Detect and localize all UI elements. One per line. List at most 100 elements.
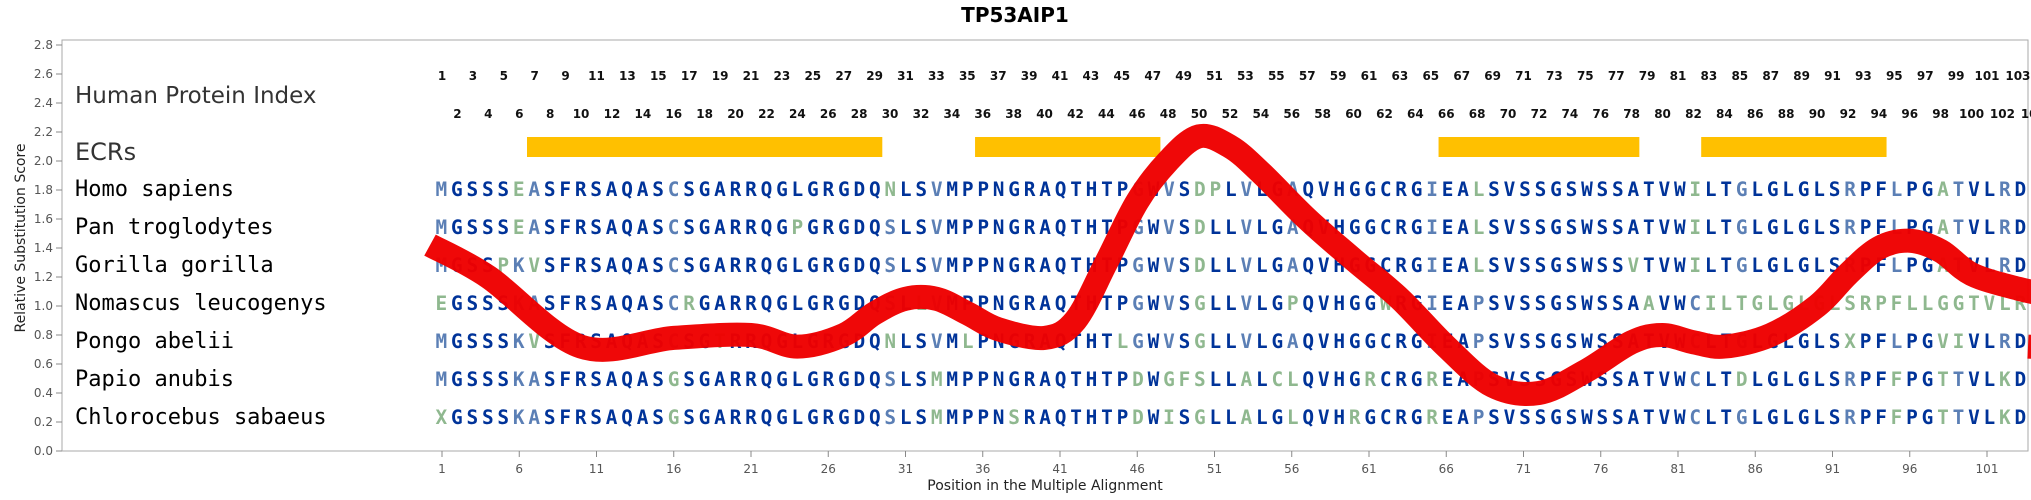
residue: S xyxy=(482,292,494,315)
residue: G xyxy=(1132,292,1144,315)
x-tick-label: 101 xyxy=(1976,462,1999,476)
human-index-label: 90 xyxy=(1809,107,1826,121)
residue: P xyxy=(1473,330,1485,353)
residue: P xyxy=(1906,368,1918,391)
human-index-label: 68 xyxy=(1469,107,1486,121)
residue: A xyxy=(1287,330,1299,353)
residue: A xyxy=(1457,216,1469,239)
residue: R xyxy=(575,216,587,239)
residue: F xyxy=(1875,330,1887,353)
residue: P xyxy=(1117,292,1129,315)
residue: A xyxy=(637,178,649,201)
human-index-label: 20 xyxy=(727,107,744,121)
human-index-label: 80 xyxy=(1654,107,1671,121)
residue: S xyxy=(683,254,695,277)
residue: G xyxy=(1798,178,1810,201)
residue: G xyxy=(1271,216,1283,239)
residue: V xyxy=(1318,178,1330,201)
residue: S xyxy=(590,406,602,429)
human-index-label: 67 xyxy=(1453,69,1470,83)
residue: Q xyxy=(761,216,773,239)
residue: G xyxy=(1798,330,1810,353)
residue: W xyxy=(1674,216,1686,239)
residue: M xyxy=(946,216,958,239)
residue: S xyxy=(652,292,664,315)
x-tick-label: 46 xyxy=(1130,462,1145,476)
residue: Q xyxy=(869,330,881,353)
residue: G xyxy=(1411,216,1423,239)
x-tick-label: 66 xyxy=(1439,462,1454,476)
residue: S xyxy=(482,368,494,391)
residue: G xyxy=(668,368,680,391)
residue: S xyxy=(1519,368,1531,391)
x-tick-label: 71 xyxy=(1516,462,1531,476)
residue: L xyxy=(900,254,912,277)
residue: R xyxy=(745,292,757,315)
residue: R xyxy=(1395,406,1407,429)
human-index-label: 93 xyxy=(1855,69,1872,83)
y-tick-label: 0.2 xyxy=(34,415,53,429)
residue: S xyxy=(1844,292,1856,315)
human-index-even-row: 2 4 6 8 10 12 14 16 18 20 22 24 26 28 30 32 34 36 38 40 42 44… xyxy=(453,107,2031,121)
residue: P xyxy=(1860,368,1872,391)
residue: S xyxy=(590,178,602,201)
residue: R xyxy=(730,254,742,277)
human-index-label: 102 xyxy=(1990,107,2015,121)
residue: N xyxy=(993,368,1005,391)
residue: F xyxy=(1891,368,1903,391)
residue: V xyxy=(1163,178,1175,201)
residue: T xyxy=(1101,292,1113,315)
residue: V xyxy=(1318,406,1330,429)
residue: G xyxy=(1349,216,1361,239)
residue: L xyxy=(1225,330,1237,353)
residue: F xyxy=(559,406,571,429)
human-index-label: 48 xyxy=(1160,107,1177,121)
species-label: Pongo abelii xyxy=(75,329,234,354)
human-index-label: 3 xyxy=(469,69,477,83)
residue: V xyxy=(1658,178,1670,201)
x-tick-label: 36 xyxy=(975,462,990,476)
residue: W xyxy=(1581,216,1593,239)
residue: I xyxy=(1426,216,1438,239)
residue: G xyxy=(1767,216,1779,239)
residue: T xyxy=(1070,178,1082,201)
residue: T xyxy=(1643,254,1655,277)
residue: R xyxy=(730,178,742,201)
residue: L xyxy=(792,292,804,315)
residue: G xyxy=(1194,330,1206,353)
human-index-label: 15 xyxy=(650,69,667,83)
residue: S xyxy=(497,178,509,201)
residue: S xyxy=(652,254,664,277)
human-index-label: 101 xyxy=(1974,69,1999,83)
residue: M xyxy=(436,178,448,201)
residue: M xyxy=(946,368,958,391)
residue: G xyxy=(1364,330,1376,353)
residue: D xyxy=(853,368,865,391)
residue: S xyxy=(915,368,927,391)
human-index-odd-row: 1 3 5 7 9 11 13 15 17 19 21 23 25 27 29 31 33 35 37 39 41 43 4… xyxy=(438,69,2031,83)
residue: L xyxy=(900,368,912,391)
residue: S xyxy=(497,330,509,353)
residue: R xyxy=(1844,406,1856,429)
residue: T xyxy=(1101,178,1113,201)
human-index-label: 8 xyxy=(546,107,554,121)
residue: L xyxy=(1256,254,1268,277)
residue: H xyxy=(1086,406,1098,429)
residue: G xyxy=(838,216,850,239)
residue: Q xyxy=(1302,368,1314,391)
y-tick-label: 1.0 xyxy=(34,299,53,313)
x-tick-label: 56 xyxy=(1284,462,1299,476)
human-index-label: 100 xyxy=(1959,107,1984,121)
residue: W xyxy=(1674,292,1686,315)
residue: A xyxy=(1457,178,1469,201)
residue: R xyxy=(1426,368,1438,391)
residue: M xyxy=(436,254,448,277)
residue: Q xyxy=(621,368,633,391)
residue: R xyxy=(1395,216,1407,239)
residue: S xyxy=(1597,254,1609,277)
x-axis: 1 6 11 16 21 26 31 36 41 46 51 56 61 66 71 76 81 86 91 96 10… xyxy=(438,451,1999,476)
x-tick-label: 96 xyxy=(1902,462,1917,476)
residue: F xyxy=(1875,178,1887,201)
